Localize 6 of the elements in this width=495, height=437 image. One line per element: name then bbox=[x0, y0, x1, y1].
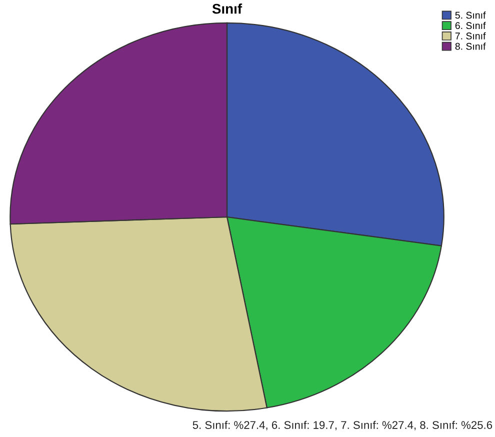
text: 5. Sınıf: %27.4, 6. Sınıf: 19.7, 7. Sınıf: %27.4, 8. Sınıf: %25.6 bbox=[192, 420, 492, 430]
legend-label: 7. Sınıf bbox=[455, 32, 486, 40]
legend-label: 5. Sınıf bbox=[455, 12, 486, 19]
legend-label: 6. Sınıf bbox=[455, 22, 486, 30]
chart-title: Sınıf bbox=[212, 4, 242, 14]
legend-label: 8. Sınıf bbox=[455, 42, 486, 50]
